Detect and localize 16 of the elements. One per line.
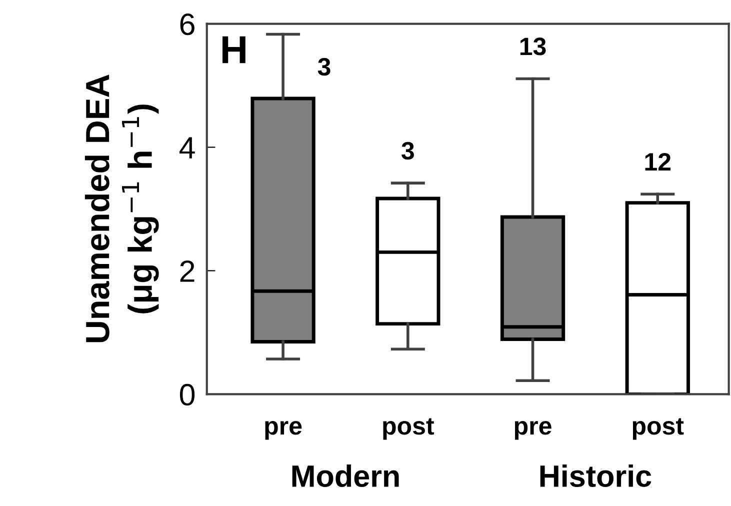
y-tick-label: 0 [180,384,195,406]
y-tick-label: 2 [180,260,194,282]
x-tick-label: pre [265,421,302,440]
text: Historic [540,464,652,487]
annotation: 3 [402,142,414,160]
annotation: 13 [520,38,546,56]
annotation: 3 [318,58,330,76]
x-tick-label: post [632,418,684,440]
annotation: 12 [645,153,671,170]
chart-title: H [222,36,246,64]
x-tick-label: pre [514,421,552,440]
y-axis-title: Unamended DEA (μg kg$^{−1}$ h$^{−1}$) [84,74,159,342]
x-tick-label: post [383,418,434,440]
y-tick-label: 4 [179,137,195,158]
y-tick-label: 6 [180,14,194,36]
text: Modern [292,464,399,487]
